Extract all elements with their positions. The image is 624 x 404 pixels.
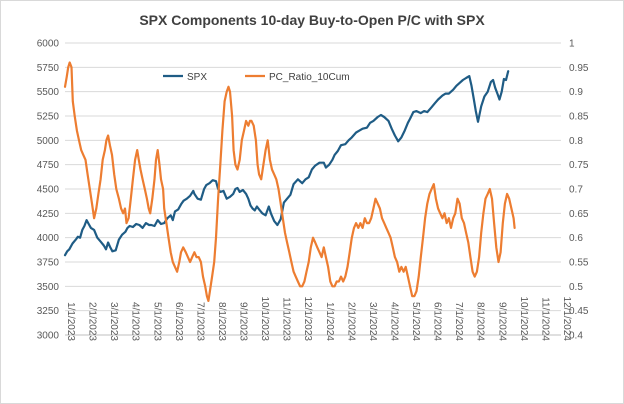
x-tick-label: 7/1/2024 (453, 302, 464, 341)
x-tick-label: 11/1/2024 (539, 297, 550, 341)
y-left-tick-label: 3750 (37, 258, 60, 269)
x-tick-label: 2/1/2024 (345, 302, 356, 341)
legend: SPX PC_Ratio_10Cum (163, 72, 350, 83)
series-line-pc-ratio-10cum (63, 61, 516, 302)
x-tick-label: 9/1/2023 (238, 302, 249, 341)
chart-title: SPX Components 10-day Buy-to-Open P/C wi… (139, 12, 485, 28)
y-right-tick-label: 0.7 (569, 185, 583, 196)
x-tick-label: 11/1/2023 (281, 297, 292, 341)
y-right-tick-label: 0.85 (569, 112, 589, 123)
legend-label: SPX (187, 72, 207, 83)
y-left-tick-label: 3000 (37, 331, 60, 342)
y-right-tick-label: 0.4 (569, 331, 583, 342)
y-right-tick-label: 0.6 (569, 233, 583, 244)
y-right-tick-label: 0.65 (569, 209, 589, 220)
x-tick-label: 5/1/2023 (151, 302, 162, 341)
x-tick-label: 9/1/2024 (496, 302, 507, 341)
y-left-tick-label: 3250 (37, 306, 60, 317)
y-right-tick-label: 0.8 (569, 136, 583, 147)
y-left-tick-label: 4250 (37, 209, 60, 220)
x-tick-label: 4/1/2023 (130, 302, 141, 341)
y-right-tick-label: 0.45 (569, 306, 589, 317)
right-axis-ticks: 0.4 0.45 0.5 0.55 0.6 0.65 0.7 0.75 0.8 0.85 0.9 0.… (569, 39, 589, 342)
y-right-tick-label: 0.5 (569, 282, 583, 293)
y-left-tick-label: 4000 (37, 233, 60, 244)
series-line-spx (63, 70, 510, 257)
y-left-tick-label: 4500 (37, 185, 60, 196)
x-tick-label: 6/1/2023 (173, 302, 184, 341)
x-tick-label: 1/1/2024 (324, 302, 335, 341)
x-tick-label: 7/1/2023 (194, 302, 205, 341)
series-layer (63, 61, 516, 302)
y-right-tick-label: 0.95 (569, 63, 589, 74)
x-tick-label: 12/1/2023 (302, 297, 313, 342)
x-tick-label: 10/1/2023 (259, 297, 270, 342)
y-left-tick-label: 6000 (37, 39, 60, 50)
y-left-tick-label: 5500 (37, 87, 60, 98)
x-tick-label: 8/1/2023 (216, 302, 227, 341)
y-left-tick-label: 5250 (37, 112, 60, 123)
x-tick-label: 12/1/2024 (561, 297, 572, 342)
legend-label: PC_Ratio_10Cum (269, 72, 350, 83)
x-tick-label: 8/1/2024 (475, 302, 486, 341)
x-tick-label: 6/1/2024 (432, 302, 443, 341)
x-tick-label: 3/1/2024 (367, 302, 378, 341)
gridlines (65, 42, 561, 336)
y-right-tick-label: 1 (569, 39, 575, 50)
x-axis-ticks: 1/1/2023 2/1/2023 3/1/2023 4/1/2023 5/1/2023… (65, 297, 572, 342)
left-axis-ticks: 3000 3250 3500 3750 4000 4250 4500 4750 5000 5250… (37, 39, 60, 342)
y-left-tick-label: 5750 (37, 63, 60, 74)
y-left-tick-label: 5000 (37, 136, 60, 147)
x-tick-label: 1/1/2023 (65, 302, 76, 341)
y-left-tick-label: 3500 (37, 282, 60, 293)
x-tick-label: 2/1/2023 (87, 302, 98, 341)
y-right-tick-label: 0.55 (569, 258, 589, 269)
y-left-tick-label: 4750 (37, 160, 60, 171)
x-tick-label: 4/1/2024 (388, 302, 399, 341)
x-tick-label: 5/1/2024 (410, 302, 421, 341)
y-right-tick-label: 0.75 (569, 160, 589, 171)
y-right-tick-label: 0.9 (569, 87, 583, 98)
x-tick-label: 10/1/2024 (518, 297, 529, 342)
x-tick-label: 3/1/2023 (108, 302, 119, 341)
